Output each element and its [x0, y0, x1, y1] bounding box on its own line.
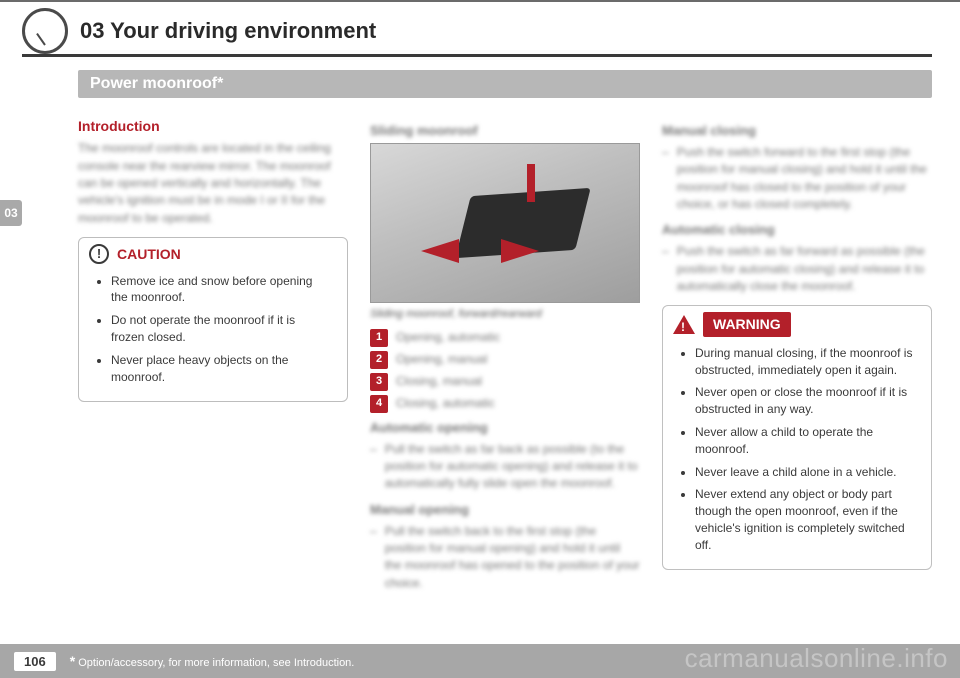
figure-arrow-vertical: [527, 164, 535, 202]
dash-icon: –: [662, 243, 669, 295]
legend-label: Opening, manual: [396, 351, 487, 368]
manual-page: 03 Your driving environment Power moonro…: [0, 0, 960, 678]
top-rule: [0, 0, 960, 2]
sliding-heading: Sliding moonroof: [370, 122, 640, 141]
intro-heading: Introduction: [78, 116, 348, 136]
legend-badge: 4: [370, 395, 388, 413]
side-tab: 03: [0, 200, 22, 226]
manual-close-text: – Push the switch forward to the first s…: [662, 144, 932, 214]
footnote-text: Option/accessory, for more information, …: [75, 657, 354, 669]
warning-item: Never allow a child to operate the moonr…: [695, 424, 915, 458]
moonroof-figure: [370, 143, 640, 303]
auto-open-heading: Automatic opening: [370, 419, 640, 438]
manual-open-heading: Manual opening: [370, 501, 640, 520]
warning-label: WARNING: [703, 312, 791, 336]
section-title-banner: Power moonroof*: [78, 70, 932, 98]
auto-open-body: Pull the switch as far back as possible …: [385, 441, 640, 493]
footer-bar: 106 * Option/accessory, for more informa…: [0, 644, 960, 678]
caution-box: ! CAUTION Remove ice and snow before ope…: [78, 237, 348, 402]
warning-item: During manual closing, if the moonroof i…: [695, 345, 915, 379]
caution-body: Remove ice and snow before opening the m…: [79, 273, 347, 402]
legend-label: Opening, automatic: [396, 329, 500, 346]
warning-item: Never leave a child alone in a vehicle.: [695, 464, 915, 481]
legend-label: Closing, manual: [396, 373, 482, 390]
manual-close-heading: Manual closing: [662, 122, 932, 141]
intro-text: The moonroof controls are located in the…: [78, 140, 348, 227]
caution-icon: !: [89, 244, 109, 264]
column-3: Manual closing – Push the switch forward…: [662, 116, 932, 630]
dash-icon: –: [370, 523, 377, 593]
caution-label: CAUTION: [117, 244, 181, 264]
figure-arrow-left: [421, 239, 459, 263]
warning-item: Never extend any object or body part tho…: [695, 486, 915, 553]
auto-close-body: Push the switch as far forward as possib…: [677, 243, 932, 295]
content-columns: Introduction The moonroof controls are l…: [78, 116, 932, 630]
warning-item: Never open or close the moonroof if it i…: [695, 384, 915, 418]
caution-item: Never place heavy objects on the moonroo…: [111, 352, 331, 386]
chapter-title: 03 Your driving environment: [80, 18, 376, 44]
page-number: 106: [14, 652, 56, 671]
caution-item: Do not operate the moonroof if it is fro…: [111, 312, 331, 346]
legend-badge: 2: [370, 351, 388, 369]
caution-header: ! CAUTION: [79, 238, 347, 266]
manual-open-body: Pull the switch back to the first stop (…: [385, 523, 640, 593]
column-1: Introduction The moonroof controls are l…: [78, 116, 348, 630]
legend-row: 2 Opening, manual: [370, 351, 640, 369]
dash-icon: –: [370, 441, 377, 493]
auto-close-heading: Automatic closing: [662, 221, 932, 240]
auto-close-text: – Push the switch as far forward as poss…: [662, 243, 932, 295]
manual-close-body: Push the switch forward to the first sto…: [677, 144, 932, 214]
dash-icon: –: [662, 144, 669, 214]
gauge-icon: [22, 8, 68, 54]
figure-caption: Sliding moonroof, forward/rearward: [370, 307, 640, 323]
legend-badge: 1: [370, 329, 388, 347]
footnote: * Option/accessory, for more information…: [70, 653, 355, 669]
warning-box: WARNING During manual closing, if the mo…: [662, 305, 932, 570]
legend-label: Closing, automatic: [396, 395, 495, 412]
warning-header: WARNING: [663, 306, 931, 338]
legend-row: 3 Closing, manual: [370, 373, 640, 391]
chapter-header: 03 Your driving environment: [22, 8, 932, 54]
header-underline: [22, 54, 932, 57]
warning-body: During manual closing, if the moonroof i…: [663, 345, 931, 570]
figure-arrow-right: [501, 239, 539, 263]
warning-icon: [673, 315, 695, 334]
figure-legend: 1 Opening, automatic 2 Opening, manual 3…: [370, 329, 640, 413]
column-2: Sliding moonroof Sliding moonroof, forwa…: [370, 116, 640, 630]
legend-row: 4 Closing, automatic: [370, 395, 640, 413]
legend-row: 1 Opening, automatic: [370, 329, 640, 347]
manual-open-text: – Pull the switch back to the first stop…: [370, 523, 640, 593]
caution-item: Remove ice and snow before opening the m…: [111, 273, 331, 307]
auto-open-text: – Pull the switch as far back as possibl…: [370, 441, 640, 493]
legend-badge: 3: [370, 373, 388, 391]
